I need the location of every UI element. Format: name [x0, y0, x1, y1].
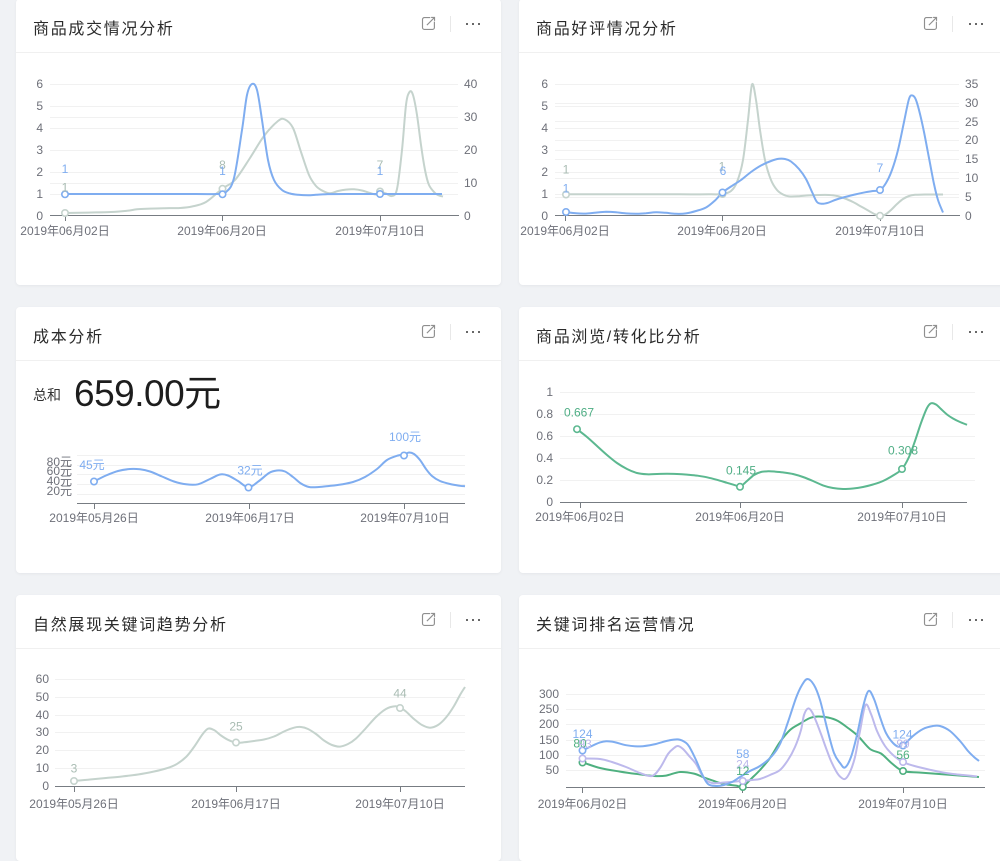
svg-text:0.4: 0.4 — [536, 451, 553, 465]
svg-text:100元: 100元 — [389, 430, 421, 444]
svg-text:2019年06月17日: 2019年06月17日 — [205, 511, 294, 525]
svg-text:1: 1 — [62, 162, 69, 176]
svg-text:200: 200 — [539, 717, 559, 731]
svg-text:20: 20 — [965, 133, 979, 147]
svg-text:1: 1 — [219, 164, 226, 178]
svg-text:20元: 20元 — [47, 484, 72, 498]
svg-text:124: 124 — [572, 727, 592, 741]
svg-text:1: 1 — [563, 182, 570, 196]
svg-text:30: 30 — [36, 725, 50, 739]
svg-text:3: 3 — [541, 143, 548, 157]
svg-text:1: 1 — [62, 181, 69, 195]
svg-text:3: 3 — [71, 762, 78, 776]
svg-text:0: 0 — [965, 209, 972, 223]
svg-text:2019年07月10日: 2019年07月10日 — [360, 511, 449, 525]
svg-text:60: 60 — [36, 672, 50, 686]
svg-text:40: 40 — [464, 77, 478, 91]
svg-text:5: 5 — [965, 190, 972, 204]
svg-text:2: 2 — [541, 165, 548, 179]
svg-text:0.145: 0.145 — [726, 464, 756, 478]
svg-text:10: 10 — [36, 761, 50, 775]
svg-text:1: 1 — [563, 163, 570, 177]
svg-text:1: 1 — [719, 160, 726, 174]
svg-text:4: 4 — [36, 121, 43, 135]
svg-text:2019年05月26日: 2019年05月26日 — [29, 797, 118, 811]
svg-text:124: 124 — [892, 728, 912, 742]
svg-text:0: 0 — [464, 209, 471, 223]
svg-text:0: 0 — [36, 209, 43, 223]
svg-text:300: 300 — [539, 687, 559, 701]
svg-text:2019年06月02日: 2019年06月02日 — [535, 510, 624, 524]
svg-text:93: 93 — [578, 737, 592, 751]
svg-text:0.2: 0.2 — [536, 473, 553, 487]
svg-text:10: 10 — [965, 171, 979, 185]
svg-text:30: 30 — [965, 96, 979, 110]
svg-text:2019年06月02日: 2019年06月02日 — [520, 224, 609, 238]
svg-text:35: 35 — [965, 77, 979, 91]
svg-text:0: 0 — [42, 779, 49, 793]
svg-text:2019年06月02日: 2019年06月02日 — [538, 797, 627, 811]
svg-text:2019年06月20日: 2019年06月20日 — [695, 510, 784, 524]
svg-text:0.8: 0.8 — [536, 407, 553, 421]
svg-text:32元: 32元 — [237, 464, 262, 478]
svg-text:2019年07月10日: 2019年07月10日 — [835, 224, 924, 238]
svg-text:0: 0 — [546, 495, 553, 509]
svg-text:7: 7 — [877, 161, 884, 175]
svg-text:40: 40 — [36, 708, 50, 722]
svg-text:7: 7 — [377, 158, 384, 172]
svg-text:250: 250 — [539, 702, 559, 716]
svg-text:80: 80 — [573, 737, 587, 751]
svg-text:45元: 45元 — [79, 458, 104, 472]
svg-text:40元: 40元 — [47, 474, 72, 488]
svg-text:0.308: 0.308 — [888, 444, 918, 458]
svg-text:2019年07月10日: 2019年07月10日 — [355, 797, 444, 811]
svg-text:0: 0 — [541, 209, 548, 223]
svg-text:8: 8 — [219, 158, 226, 172]
svg-text:2019年06月02日: 2019年06月02日 — [20, 224, 109, 238]
svg-text:150: 150 — [539, 733, 559, 747]
svg-text:2019年07月10日: 2019年07月10日 — [858, 797, 947, 811]
svg-text:15: 15 — [965, 152, 979, 166]
svg-text:0.667: 0.667 — [564, 406, 594, 420]
svg-text:1: 1 — [546, 385, 553, 399]
svg-text:50: 50 — [546, 763, 560, 777]
svg-text:2019年06月20日: 2019年06月20日 — [177, 224, 266, 238]
svg-text:99: 99 — [896, 737, 910, 751]
svg-text:100: 100 — [539, 748, 559, 762]
svg-text:56: 56 — [896, 748, 910, 762]
svg-text:20: 20 — [36, 743, 50, 757]
svg-text:2019年05月26日: 2019年05月26日 — [49, 511, 138, 525]
svg-text:2019年06月17日: 2019年06月17日 — [191, 797, 280, 811]
svg-text:6: 6 — [541, 77, 548, 91]
svg-text:12: 12 — [736, 764, 750, 778]
svg-text:5: 5 — [541, 99, 548, 113]
svg-text:1: 1 — [36, 187, 43, 201]
svg-text:50: 50 — [36, 690, 50, 704]
svg-text:2019年07月10日: 2019年07月10日 — [335, 224, 424, 238]
svg-text:2: 2 — [36, 165, 43, 179]
svg-text:1: 1 — [377, 164, 384, 178]
svg-text:80元: 80元 — [47, 455, 72, 469]
svg-text:60元: 60元 — [47, 464, 72, 478]
svg-text:24: 24 — [736, 758, 750, 772]
svg-text:4: 4 — [541, 121, 548, 135]
svg-text:1: 1 — [541, 187, 548, 201]
svg-text:25: 25 — [965, 115, 979, 129]
svg-text:25: 25 — [229, 720, 243, 734]
svg-text:44: 44 — [393, 687, 407, 701]
svg-text:2019年07月10日: 2019年07月10日 — [857, 510, 946, 524]
svg-text:6: 6 — [720, 164, 727, 178]
svg-text:20: 20 — [464, 143, 478, 157]
svg-text:3: 3 — [36, 143, 43, 157]
svg-text:10: 10 — [464, 176, 478, 190]
svg-text:5: 5 — [36, 99, 43, 113]
svg-text:2019年06月20日: 2019年06月20日 — [677, 224, 766, 238]
svg-text:6: 6 — [36, 77, 43, 91]
svg-text:2019年06月20日: 2019年06月20日 — [698, 797, 787, 811]
svg-text:58: 58 — [736, 747, 750, 761]
svg-text:30: 30 — [464, 110, 478, 124]
svg-text:0.6: 0.6 — [536, 429, 553, 443]
